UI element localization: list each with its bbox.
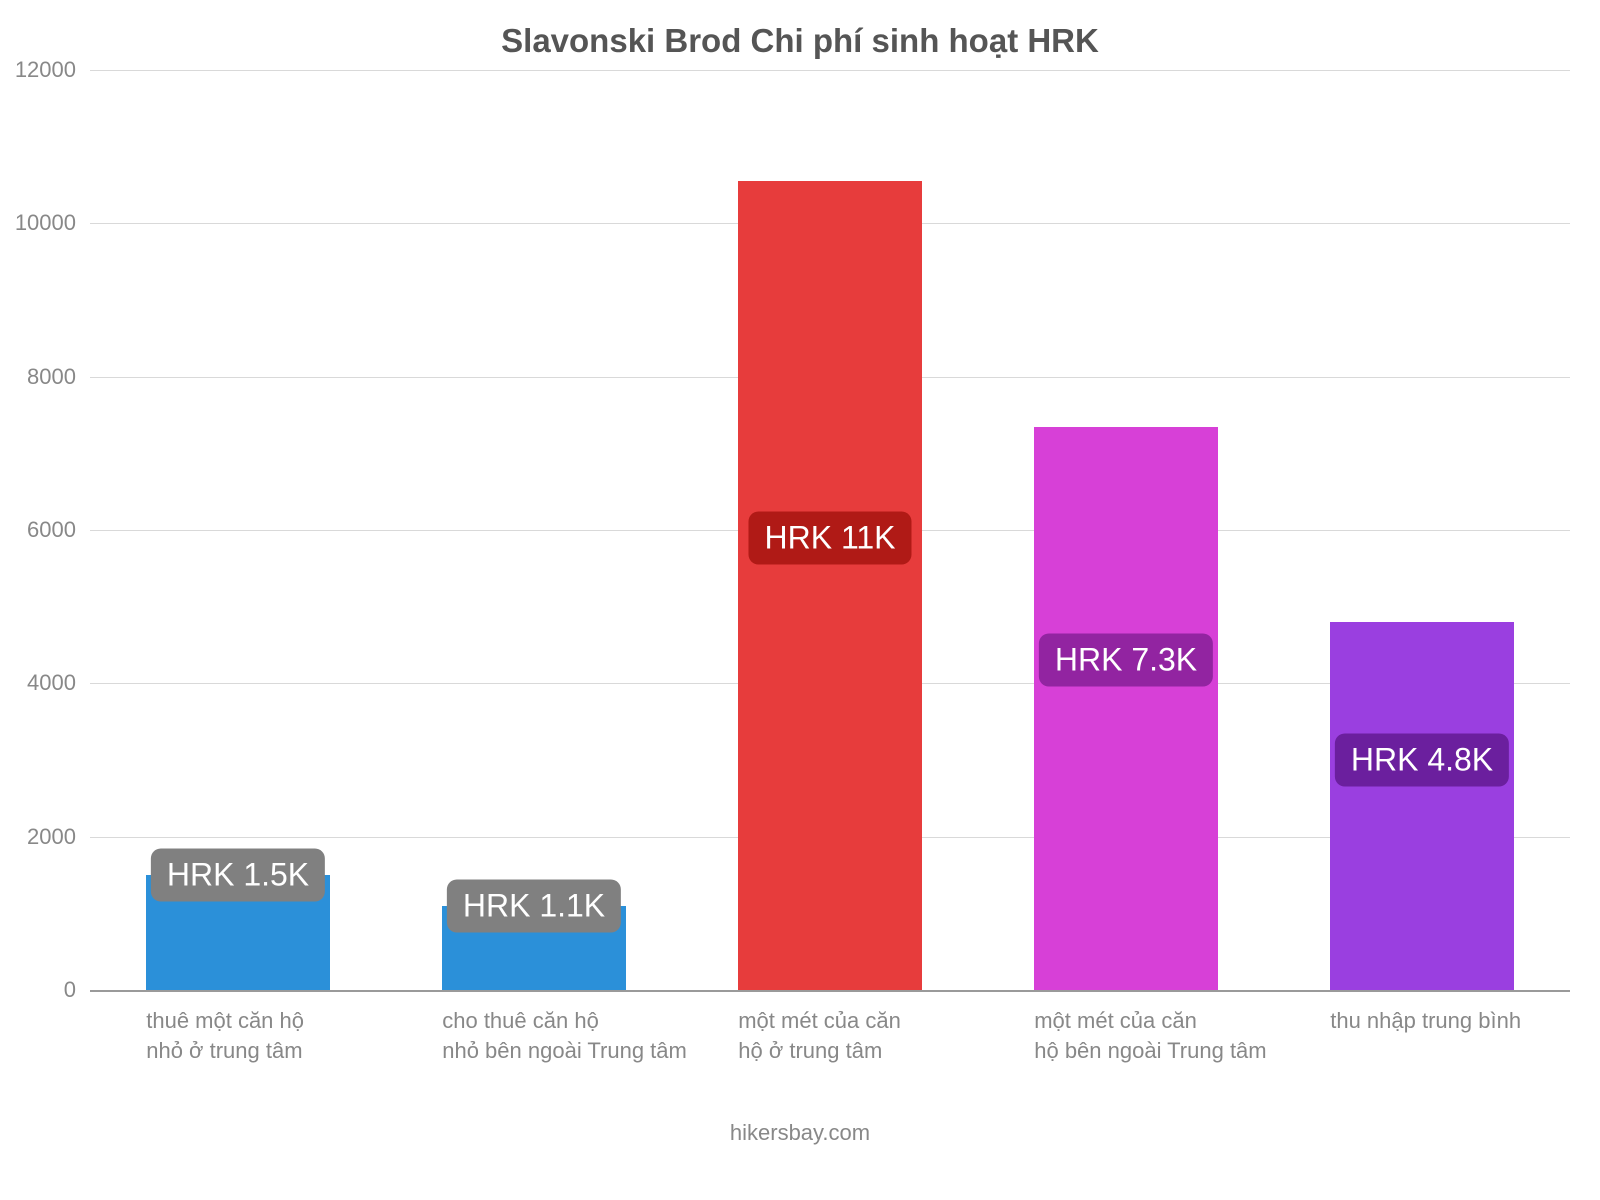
y-tick-label: 12000 bbox=[15, 57, 90, 83]
x-axis-label: một mét của cănhộ bên ngoài Trung tâm bbox=[1034, 990, 1345, 1065]
x-axis-label: cho thuê căn hộnhỏ bên ngoài Trung tâm bbox=[442, 990, 753, 1065]
chart-title: Slavonski Brod Chi phí sinh hoạt HRK bbox=[0, 22, 1600, 60]
chart-footer: hikersbay.com bbox=[0, 1120, 1600, 1146]
grid-line bbox=[90, 70, 1570, 71]
bar-value-label: HRK 11K bbox=[748, 511, 911, 564]
bar-value-label: HRK 1.1K bbox=[447, 879, 621, 932]
y-tick-label: 0 bbox=[64, 977, 90, 1003]
y-tick-label: 6000 bbox=[27, 517, 90, 543]
y-tick-label: 4000 bbox=[27, 670, 90, 696]
bar-value-label: HRK 7.3K bbox=[1039, 634, 1213, 687]
y-tick-label: 10000 bbox=[15, 210, 90, 236]
cost-of-living-chart: Slavonski Brod Chi phí sinh hoạt HRK 020… bbox=[0, 0, 1600, 1200]
y-tick-label: 2000 bbox=[27, 824, 90, 850]
y-tick-label: 8000 bbox=[27, 364, 90, 390]
bar bbox=[1330, 622, 1514, 990]
x-axis-label: thuê một căn hộnhỏ ở trung tâm bbox=[146, 990, 457, 1065]
x-axis-label: thu nhập trung bình bbox=[1330, 990, 1600, 1036]
bar bbox=[738, 181, 922, 990]
bar-value-label: HRK 4.8K bbox=[1335, 734, 1509, 787]
bar-value-label: HRK 1.5K bbox=[151, 849, 325, 902]
x-axis-label: một mét của cănhộ ở trung tâm bbox=[738, 990, 1049, 1065]
bar bbox=[1034, 427, 1218, 991]
plot-area: 020004000600080001000012000HRK 1.5Kthuê … bbox=[90, 70, 1570, 990]
